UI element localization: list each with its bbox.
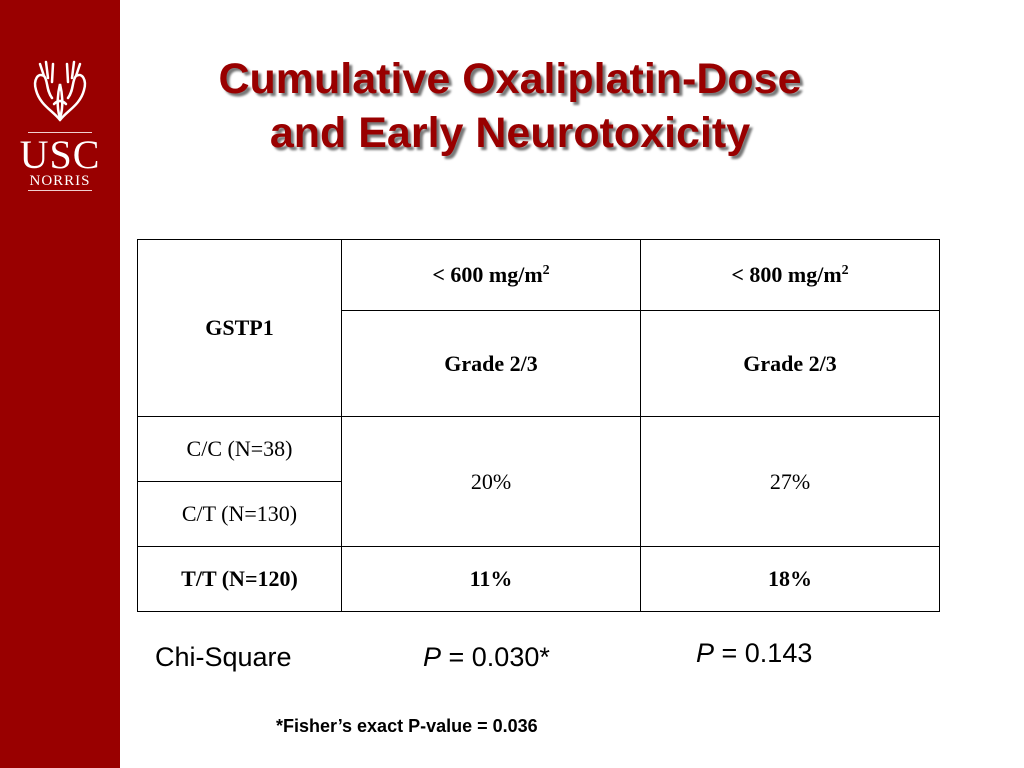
grade-label-1: Grade 2/3	[444, 350, 538, 376]
gstp1-header-label: GSTP1	[205, 315, 274, 340]
dose-800-header-cell: < 800 mg/m2	[640, 239, 940, 311]
table-row-ct: C/T (N=130)	[137, 481, 940, 547]
tt-value-800: 18%	[640, 546, 940, 612]
fisher-footnote: *Fisher’s exact P-value = 0.036	[276, 716, 538, 736]
merged-value-600: 20%	[341, 416, 641, 547]
hands-emblem-icon	[33, 60, 87, 122]
dose-600-exponent: 2	[542, 263, 550, 278]
merged-value-800: 27%	[640, 416, 940, 547]
p-symbol-1: P	[423, 642, 442, 672]
table-row-tt: T/T (N=120) 11% 18%	[137, 546, 940, 612]
dose-600-label: < 600 mg/m	[432, 262, 543, 287]
table-row-cc: C/C (N=38) 20% 27%	[137, 416, 940, 547]
p-value-600-text: = 0.030*	[441, 642, 550, 672]
p-value-600: P = 0.030*	[423, 642, 550, 673]
dose-800-exponent: 2	[841, 263, 849, 278]
p-symbol-2: P	[696, 638, 715, 668]
dose-600-header-cell: < 600 mg/m2	[341, 239, 641, 311]
slide-title-line1: Cumulative Oxaliplatin-Dose	[218, 55, 802, 103]
dose-800-label: < 800 mg/m	[731, 262, 842, 287]
chi-square-label: Chi-Square	[155, 642, 292, 672]
logo-divider-bottom	[28, 190, 92, 191]
grade-header-cell-1: Grade 2/3	[341, 310, 641, 417]
p-value-800: P = 0.143	[696, 638, 812, 669]
row-label-tt: T/T (N=120)	[137, 546, 342, 612]
neurotoxicity-table: GSTP1 < 600 mg/m2 < 800 mg/m2 Grade 2/3 …	[137, 239, 940, 612]
grade-label-2: Grade 2/3	[743, 350, 837, 376]
logo-usc-text: USC	[19, 132, 101, 177]
p-value-800-text: = 0.143	[714, 638, 813, 668]
row-label-ct: C/T (N=130)	[137, 481, 342, 547]
grade-header-cell-2: Grade 2/3	[640, 310, 940, 417]
gstp1-header-cell: GSTP1	[137, 239, 342, 417]
table-header-row-grade: Grade 2/3 Grade 2/3	[138, 310, 940, 417]
logo-divider-top	[28, 132, 92, 133]
logo-norris-text: NORRIS	[29, 173, 91, 189]
usc-norris-logo: USC NORRIS	[0, 50, 120, 210]
table-header-row-dose: GSTP1 < 600 mg/m2 < 800 mg/m2	[137, 239, 940, 417]
slide-title-line2: and Early Neurotoxicity	[269, 109, 751, 157]
tt-value-600: 11%	[341, 546, 641, 612]
sidebar-band: USC NORRIS	[0, 0, 120, 768]
row-label-cc: C/C (N=38)	[137, 416, 342, 482]
slide-title: Cumulative Oxaliplatin-Dose and Early Ne…	[150, 52, 870, 160]
